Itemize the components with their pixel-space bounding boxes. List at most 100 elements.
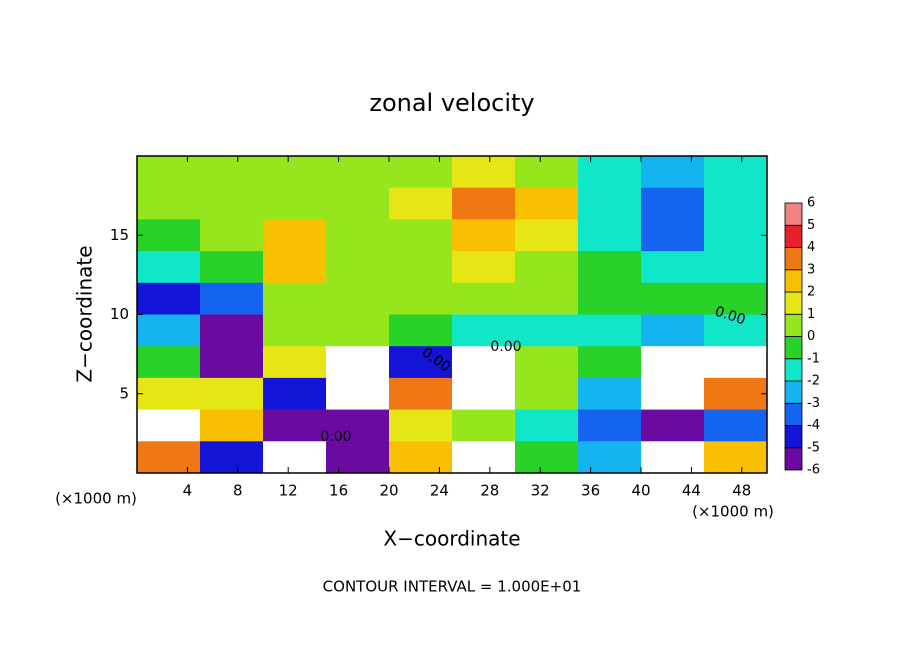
cell [200,156,264,189]
chart-title: zonal velocity [369,89,534,117]
cell [578,219,642,252]
cell [641,409,705,442]
cell [263,219,327,252]
cell [515,251,579,284]
cell [704,314,768,347]
cell [389,314,453,347]
cell [200,346,264,379]
cell [137,409,201,442]
cell [452,441,516,474]
cell [200,314,264,347]
cell [389,346,453,379]
cell [515,187,579,220]
colorbar-box [784,247,803,271]
cell [263,346,327,379]
cell [389,251,453,284]
y-tick-label: 10 [110,305,129,323]
cell [137,377,201,411]
cell [263,377,327,411]
cell [200,441,264,474]
cell [326,377,390,411]
cell [389,282,453,315]
colorbar-label: -3 [807,396,820,411]
x-tick-label: 24 [430,482,449,500]
cell [515,314,579,347]
cell [389,219,453,252]
cell [704,156,768,189]
cell [263,156,327,189]
cell [452,377,516,411]
colorbar-box [784,336,803,360]
cell [389,156,453,189]
cell [641,314,705,347]
cell [641,156,705,189]
cell [578,282,642,315]
cell [704,219,768,252]
cell [200,251,264,284]
cell [704,251,768,284]
colorbar-box [784,291,803,315]
x-tick-label: 44 [682,482,701,500]
cell [326,346,390,379]
x-tick-label: 20 [379,482,398,500]
cell [704,441,768,474]
colorbar-box [784,402,803,426]
cell [452,314,516,347]
colorbar-box [784,447,803,471]
colorbar-box [784,269,803,293]
y-tick-label: 5 [119,384,129,402]
cell [641,219,705,252]
cell [452,409,516,442]
colorbar-label: 1 [807,307,815,322]
cell [263,314,327,347]
cell [704,282,768,315]
colorbar-label: -5 [807,440,820,455]
x-tick-label: 4 [183,482,193,500]
cell [326,282,390,315]
cell [578,187,642,220]
colorbar-box [784,380,803,404]
x-tick-label: 32 [531,482,550,500]
cell [578,156,642,189]
cell [389,187,453,220]
cell [515,219,579,252]
cell [452,219,516,252]
cell [263,409,327,442]
cell [137,219,201,252]
cell [641,282,705,315]
cell [704,346,768,379]
cell [326,314,390,347]
cell [200,187,264,220]
x-unit: (×1000 m) [692,503,774,521]
cell [641,187,705,220]
cell [578,377,642,411]
x-tick-label: 16 [329,482,348,500]
colorbar-label: 6 [807,196,815,211]
cell [263,251,327,284]
cell [326,156,390,189]
cell [452,156,516,189]
cell [578,314,642,347]
colorbar-label: -6 [807,463,820,478]
x-tick-label: 48 [732,482,751,500]
cell [578,251,642,284]
y-unit: (×1000 m) [55,490,137,508]
cell [389,441,453,474]
cell [263,282,327,315]
colorbar-label: -4 [807,418,820,433]
cell [704,187,768,220]
cell [452,251,516,284]
cell [704,409,768,442]
footer-note: CONTOUR INTERVAL = 1.000E+01 [323,578,582,596]
cell [641,441,705,474]
cell [515,377,579,411]
cell [326,409,390,442]
cell [263,187,327,220]
colorbar-box [784,313,803,337]
cell [452,346,516,379]
cell [389,377,453,411]
colorbar-label: 4 [807,240,815,255]
cell [326,441,390,474]
cell [200,409,264,442]
cell [137,282,201,315]
